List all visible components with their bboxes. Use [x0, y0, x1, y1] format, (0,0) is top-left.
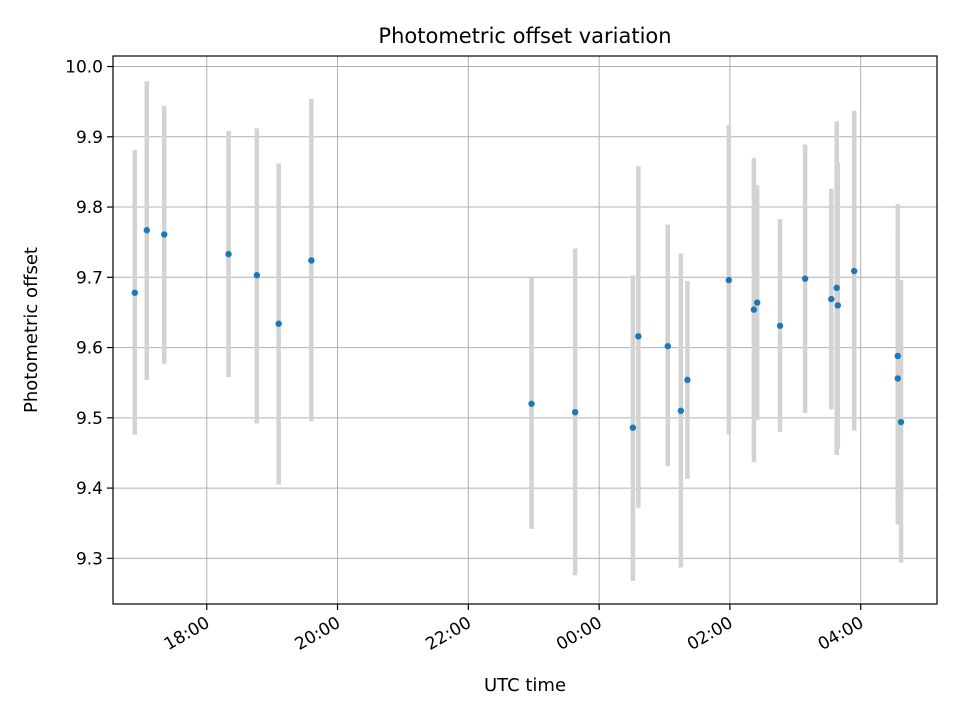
y-tick-label: 9.6 [76, 339, 103, 359]
data-point [225, 250, 232, 258]
data-point [161, 231, 168, 238]
data-point [828, 295, 835, 303]
data-point [850, 267, 858, 275]
data-point [894, 375, 901, 382]
y-tick-label: 9.9 [76, 128, 103, 148]
data-point [897, 418, 905, 426]
data-point [131, 289, 138, 296]
data-point [833, 284, 840, 292]
y-tick-label: 9.5 [76, 409, 103, 429]
axis-ticks [107, 65, 862, 610]
data-point [528, 400, 535, 407]
x-axis-label: UTC time [484, 675, 566, 696]
y-tick-label: 10.0 [65, 58, 103, 78]
data-point [894, 352, 901, 360]
data-point [308, 257, 315, 264]
data-point [776, 322, 784, 329]
data-point [571, 409, 579, 416]
data-point [635, 333, 642, 340]
data-point [801, 275, 809, 282]
data-point [143, 227, 150, 234]
data-point [664, 342, 671, 350]
plot-frame [112, 55, 938, 605]
chart-title: Photometric offset variation [378, 24, 671, 48]
y-tick-label: 9.8 [76, 198, 103, 218]
data-point [684, 376, 691, 384]
y-tick-label: 9.3 [76, 549, 103, 569]
y-tick-label: 9.4 [76, 479, 103, 499]
data-point [750, 306, 758, 313]
data-point [629, 424, 637, 431]
data-point [725, 276, 733, 284]
data-point [275, 320, 282, 327]
y-tick-label: 9.7 [76, 268, 103, 288]
data-point [753, 299, 761, 306]
data-points [131, 227, 905, 431]
data-point [834, 302, 842, 309]
data-point [677, 407, 685, 414]
data-point [253, 272, 261, 279]
y-axis-label: Photometric offset [21, 247, 42, 413]
